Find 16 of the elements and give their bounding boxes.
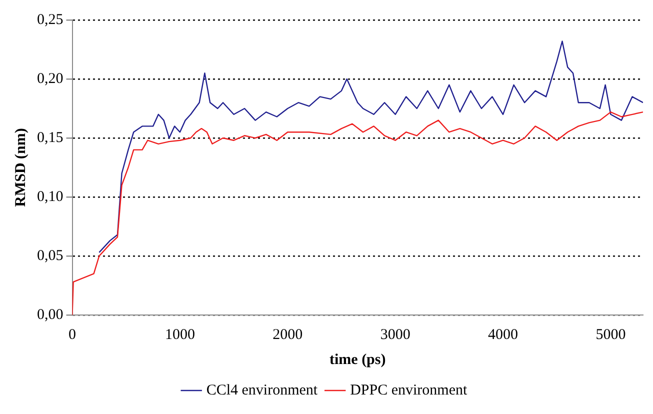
x-tick-label: 3000 xyxy=(380,326,410,343)
x-tick-label: 2000 xyxy=(272,326,303,343)
legend-label: CCl4 environment xyxy=(206,382,318,398)
y-tick-label: 0,00 xyxy=(37,306,64,323)
x-axis-title: time (ps) xyxy=(330,352,386,368)
y-tick-label: 0,10 xyxy=(37,188,64,205)
legend-label: DPPC environment xyxy=(350,382,468,398)
y-axis-title: RMSD (nm) xyxy=(12,128,29,207)
y-tick-label: 0,20 xyxy=(37,70,64,87)
y-tick-label: 0,25 xyxy=(37,12,64,28)
x-tick-label: 5000 xyxy=(596,326,626,343)
y-tick-label: 0,05 xyxy=(37,248,64,264)
x-tick-label: 0 xyxy=(68,326,76,343)
x-tick-label: 1000 xyxy=(164,326,195,343)
y-tick-label: 0,15 xyxy=(37,130,64,146)
x-tick-label: 4000 xyxy=(488,326,518,343)
